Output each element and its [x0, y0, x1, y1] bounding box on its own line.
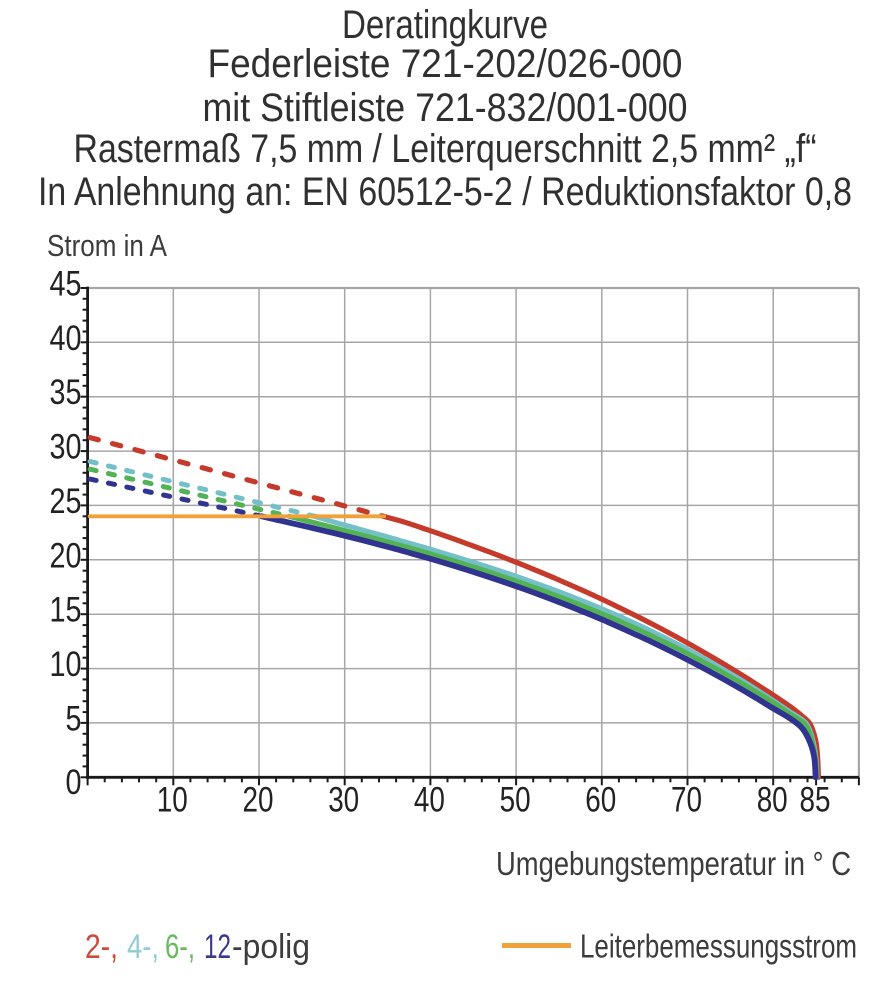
- svg-text:Strom in A: Strom in A: [47, 228, 167, 263]
- svg-text:4-,: 4-,: [127, 928, 159, 966]
- svg-text:70: 70: [671, 781, 702, 820]
- svg-text:30: 30: [50, 428, 82, 467]
- svg-text:20: 20: [243, 781, 274, 820]
- svg-text:10: 10: [50, 645, 82, 684]
- svg-text:25: 25: [50, 482, 82, 521]
- svg-text:2-,: 2-,: [85, 928, 118, 966]
- svg-text:50: 50: [500, 781, 531, 820]
- svg-text:15: 15: [50, 591, 82, 630]
- svg-text:30: 30: [328, 781, 359, 820]
- svg-text:35: 35: [50, 373, 82, 412]
- svg-text:20: 20: [50, 536, 82, 575]
- svg-text:40: 40: [50, 319, 82, 358]
- svg-text:Leiterbemessungsstrom: Leiterbemessungsstrom: [580, 928, 857, 965]
- svg-text:Federleiste 721-202/026-000: Federleiste 721-202/026-000: [208, 42, 683, 86]
- svg-text:85: 85: [800, 781, 831, 820]
- svg-text:In Anlehnung an: EN 60512-5-2: In Anlehnung an: EN 60512-5-2 / Reduktio…: [38, 170, 852, 214]
- svg-text:5: 5: [66, 699, 82, 738]
- svg-text:Umgebungstemperatur in ° C: Umgebungstemperatur in ° C: [496, 845, 851, 882]
- svg-text:6-,: 6-,: [165, 928, 195, 966]
- svg-text:0: 0: [66, 763, 82, 802]
- svg-text:12: 12: [204, 928, 231, 966]
- svg-text:mit Stiftleiste 721-832/001-00: mit Stiftleiste 721-832/001-000: [203, 86, 688, 130]
- svg-text:80: 80: [757, 781, 788, 820]
- svg-text:Deratingkurve: Deratingkurve: [342, 3, 548, 47]
- svg-text:60: 60: [585, 781, 616, 820]
- svg-text:45: 45: [50, 265, 82, 304]
- svg-text:10: 10: [157, 781, 188, 820]
- svg-text:-polig: -polig: [232, 928, 310, 966]
- svg-text:Rastermaß 7,5 mm / Leiterquers: Rastermaß 7,5 mm / Leiterquerschnitt 2,5…: [74, 127, 817, 171]
- svg-text:40: 40: [414, 781, 445, 820]
